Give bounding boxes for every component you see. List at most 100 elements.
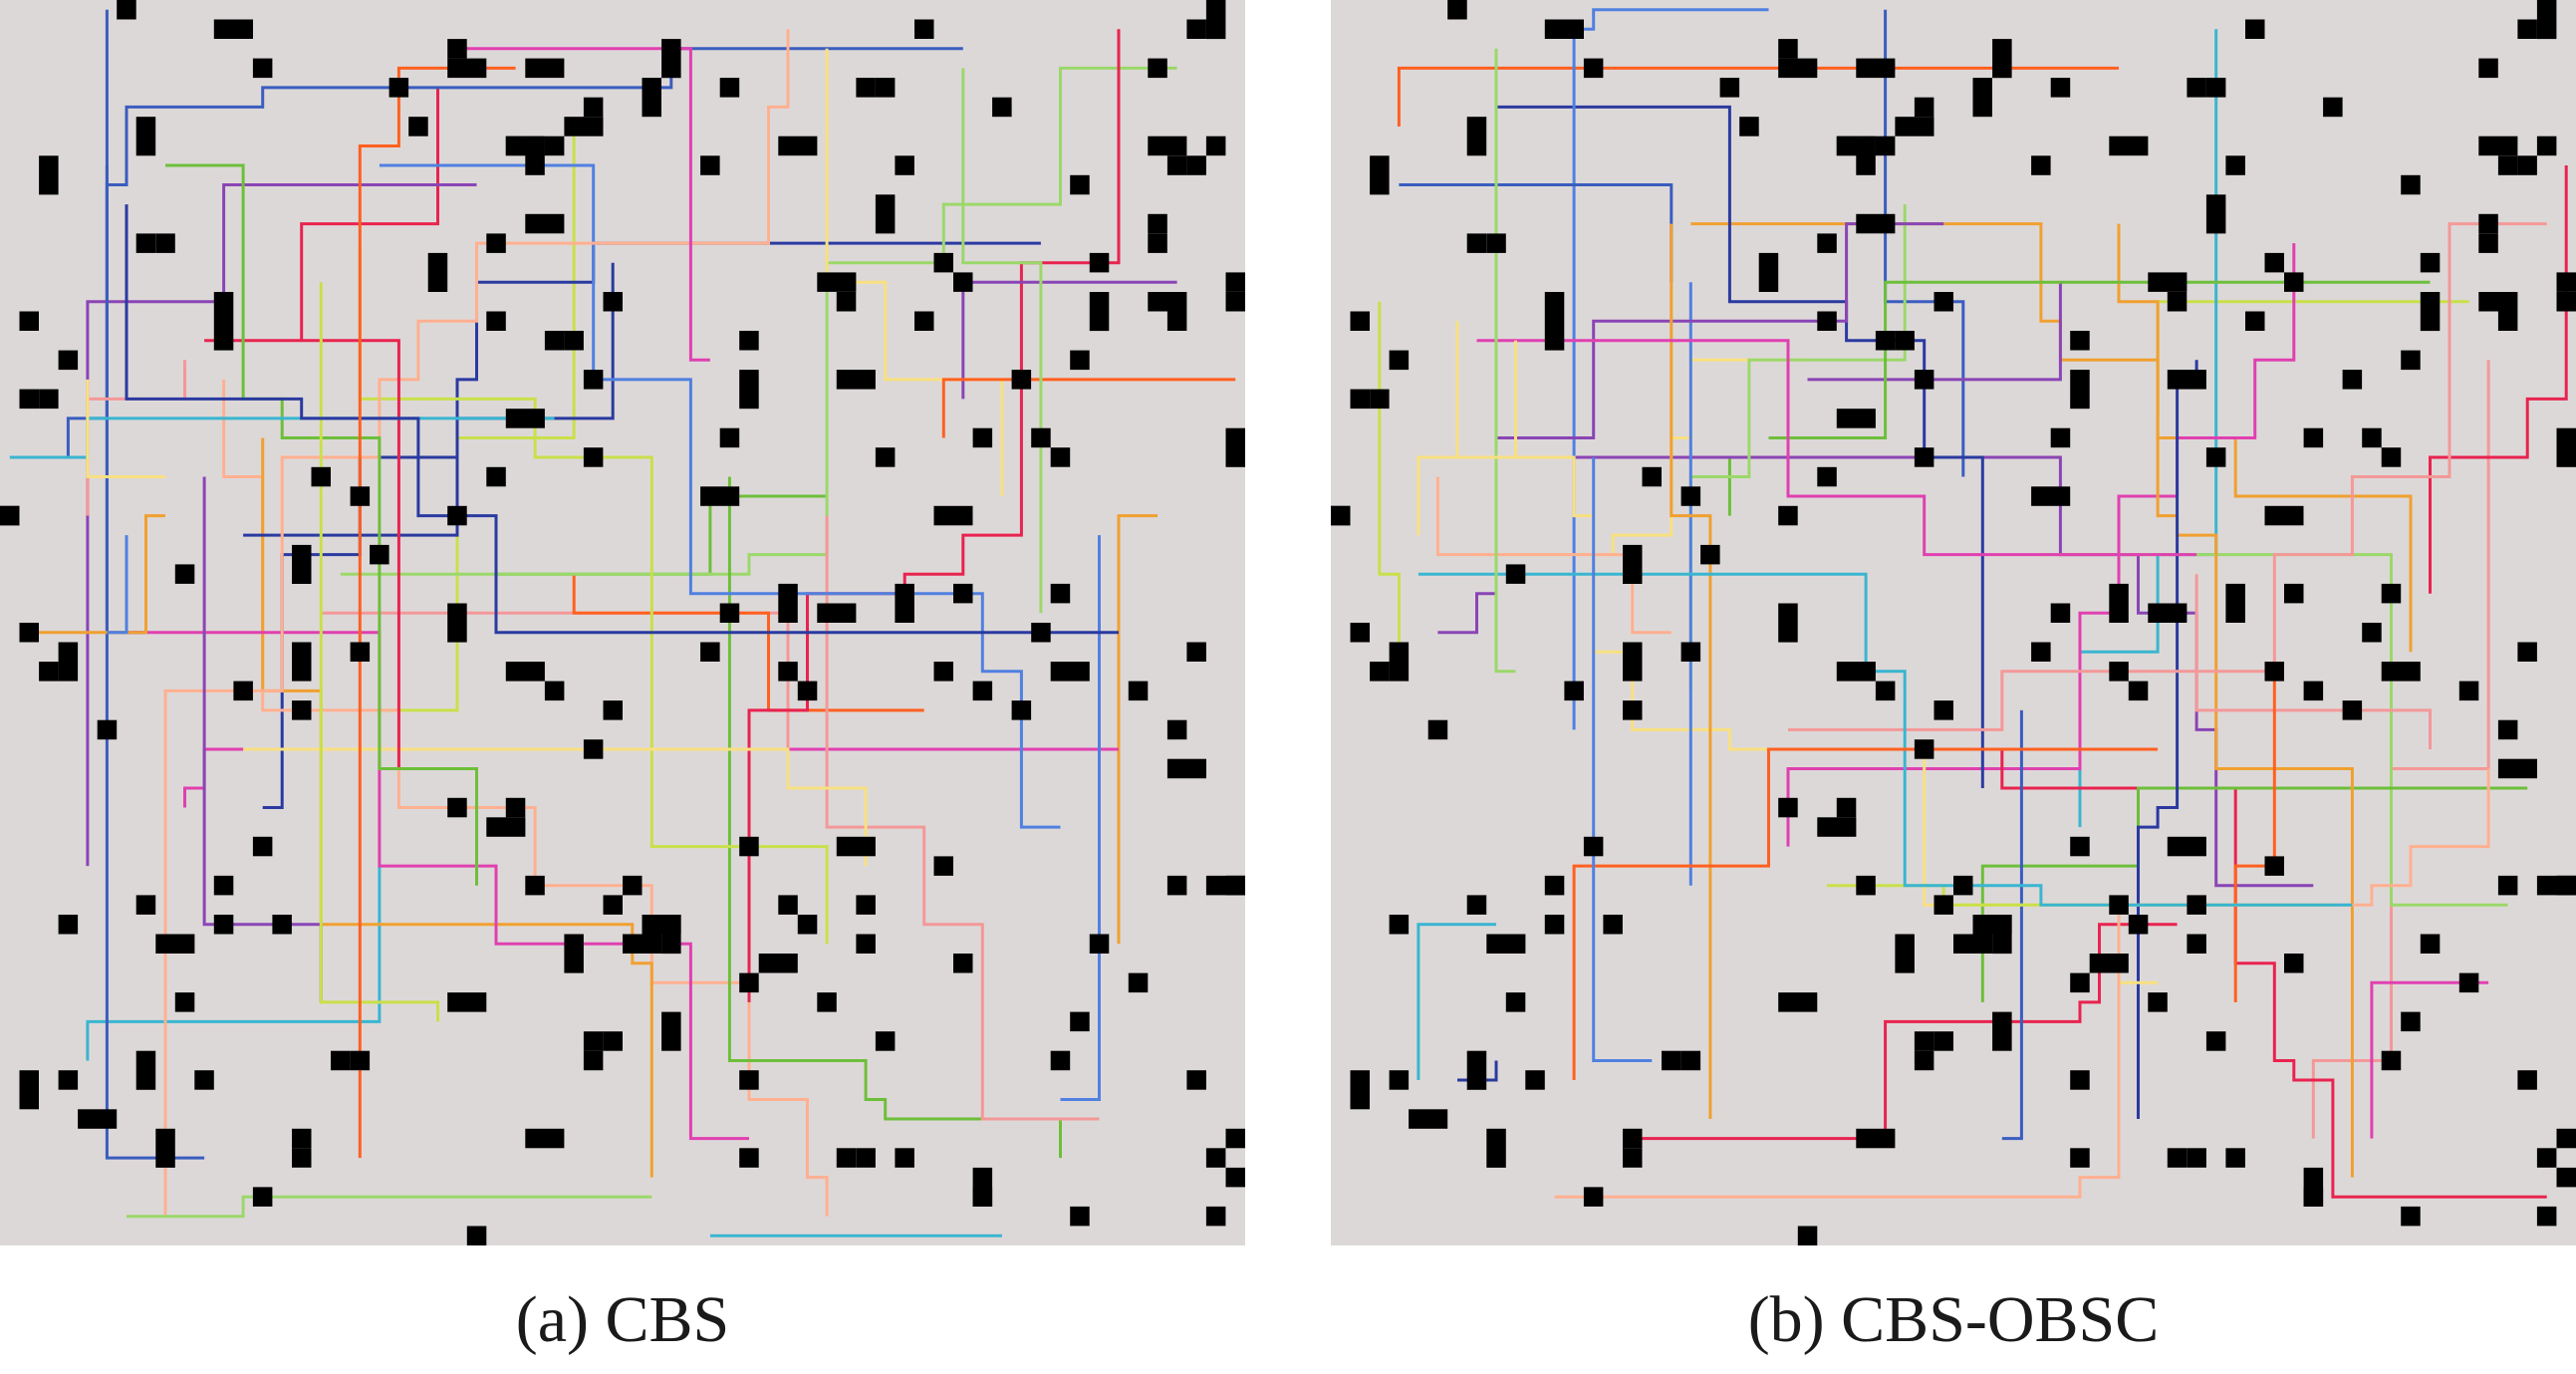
obstacle-cell — [583, 370, 604, 390]
agent-path — [1417, 572, 2353, 907]
agent-path — [1117, 514, 1159, 945]
obstacle-cell — [1836, 136, 1857, 156]
obstacle-cell — [2420, 934, 2441, 954]
obstacle-cell — [583, 1031, 604, 1051]
obstacle-cell — [58, 1070, 79, 1090]
obstacle-cell — [1564, 19, 1584, 39]
obstacle-cell — [2225, 583, 2245, 623]
obstacle-cell — [1350, 389, 1370, 410]
agent-path — [941, 378, 1236, 438]
obstacle-cell — [1914, 1050, 1934, 1071]
obstacle-cell — [1583, 836, 1604, 857]
obstacle-cell — [19, 1070, 39, 1110]
obstacle-cell — [2089, 954, 2129, 973]
obstacle-cell — [1389, 642, 1410, 682]
agent-path — [1786, 243, 2296, 847]
obstacle-cell — [1225, 272, 1245, 292]
obstacle-cell — [719, 603, 740, 623]
agent-path — [1554, 768, 2490, 1199]
obstacle-cell — [2401, 350, 2421, 371]
obstacle-cell — [1914, 370, 1934, 390]
obstacle-cell — [953, 505, 973, 526]
obstacle-cell — [19, 623, 39, 643]
obstacle-cell — [1070, 350, 1090, 371]
obstacle-cell — [2458, 681, 2479, 701]
obstacle-cell — [1148, 213, 1167, 234]
obstacle-cell — [1205, 1148, 1226, 1168]
obstacle-cell — [447, 992, 487, 1012]
obstacle-cell — [603, 895, 623, 915]
obstacle-cell — [1505, 992, 1526, 1012]
agent-path — [1417, 340, 1517, 536]
obstacle-cell — [836, 1148, 857, 1168]
obstacle-cell — [39, 662, 59, 682]
obstacle-cell — [603, 700, 623, 720]
agent-path — [1494, 48, 1516, 674]
obstacle-cell — [875, 447, 896, 467]
obstacle-cell — [1680, 486, 1701, 506]
obstacle-cell — [739, 1148, 759, 1168]
obstacle-cell — [1895, 934, 1915, 973]
obstacle-cell — [311, 466, 331, 487]
obstacle-cell — [1389, 350, 1410, 371]
obstacle-cell — [2031, 486, 2071, 506]
obstacle-cell — [719, 427, 740, 448]
obstacle-cell — [2458, 972, 2479, 993]
obstacle-cell — [2245, 311, 2265, 331]
agent-path — [163, 29, 790, 1217]
obstacle-cell — [1166, 719, 1187, 740]
agent-path — [1378, 301, 1401, 653]
obstacle-cell — [583, 447, 604, 467]
obstacle-cell — [2245, 19, 2265, 39]
obstacle-cell — [700, 155, 720, 175]
obstacle-cell — [544, 331, 565, 351]
obstacle-cell — [1205, 1206, 1226, 1227]
obstacle-cell — [856, 895, 876, 915]
obstacle-cell — [2148, 992, 2168, 1012]
obstacle-cell — [466, 1226, 487, 1245]
obstacle-cell — [739, 331, 759, 351]
obstacle-cell — [505, 662, 545, 682]
obstacle-cell — [1914, 447, 1934, 467]
obstacle-cell — [2128, 915, 2149, 935]
obstacle-cell — [603, 1031, 623, 1051]
agent-path — [1399, 183, 1674, 283]
obstacle-cell — [739, 1070, 759, 1090]
obstacle-cell — [2128, 681, 2149, 701]
obstacle-cell — [933, 662, 953, 682]
obstacle-cell — [350, 486, 371, 506]
obstacle-cell — [2478, 213, 2498, 234]
obstacle-cell — [953, 272, 973, 292]
obstacle-cell — [447, 797, 467, 818]
obstacle-cell — [1544, 875, 1565, 896]
obstacle-cell — [135, 895, 156, 915]
obstacle-cell — [2050, 78, 2071, 98]
obstacle-cell — [292, 642, 312, 682]
obstacle-cell — [505, 136, 526, 156]
obstacle-cell — [2225, 1148, 2245, 1168]
agent-path — [243, 747, 868, 867]
agent-path — [1788, 222, 2547, 731]
obstacle-cell — [292, 1148, 312, 1168]
agent-path — [2117, 223, 2354, 1178]
obstacle-cell — [1817, 311, 1837, 331]
obstacle-cell — [2264, 505, 2284, 526]
obstacle-cell — [661, 39, 681, 79]
obstacle-cell — [2478, 136, 2518, 156]
agent-path — [165, 163, 478, 886]
obstacle-cell — [778, 136, 818, 156]
agent-path — [1670, 223, 1712, 1119]
obstacle-cell — [933, 505, 953, 526]
agent-path — [727, 476, 1062, 1159]
obstacle-cell — [1148, 292, 1187, 312]
obstacle-cell — [39, 155, 59, 195]
obstacle-cell — [1350, 623, 1370, 643]
caption-cbs-obsc: (b) CBS-OBSC — [1747, 1283, 2160, 1356]
obstacle-cell — [1166, 758, 1206, 779]
obstacle-cell — [2109, 895, 2129, 915]
obstacle-cell — [797, 681, 818, 701]
obstacle-cell — [661, 1011, 681, 1051]
panel-cbs-obsc-grid — [1331, 0, 2576, 1245]
obstacle-cell — [642, 78, 661, 118]
obstacle-cell — [174, 992, 195, 1012]
